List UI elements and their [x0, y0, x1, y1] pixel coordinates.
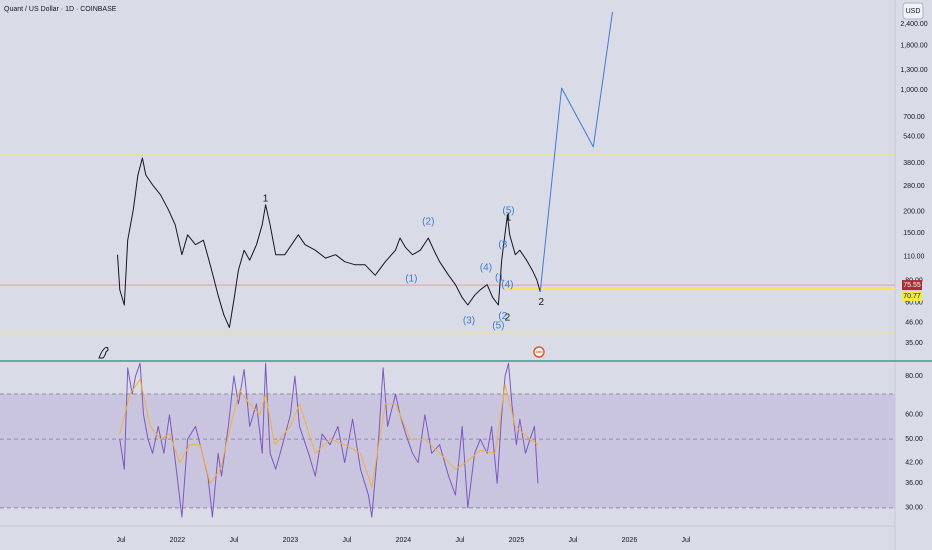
x-tick-label: Jul	[681, 537, 690, 544]
y-tick-label: 50.00	[905, 436, 923, 443]
pane	[0, 11, 895, 334]
wave-label: (1	[495, 273, 504, 284]
wave-label: (2	[498, 311, 507, 322]
wave-label: (4)	[501, 279, 513, 290]
y-tick-label: 1,000.00	[900, 87, 927, 94]
wave-label: 2	[505, 312, 511, 323]
wave-label: 1	[263, 194, 269, 205]
event-icon[interactable]	[533, 346, 545, 358]
logo	[98, 346, 109, 359]
x-tick-label: Jul	[455, 537, 464, 544]
x-tick-label: 2022	[170, 537, 186, 544]
wave-label: (2)	[422, 216, 434, 227]
price-label-box	[902, 291, 922, 302]
wave-label: (3)	[463, 316, 475, 327]
series-line	[119, 378, 539, 488]
y-tick-label: 1,300.00	[900, 67, 927, 74]
zone	[505, 287, 895, 291]
y-tick-label: 700.00	[903, 114, 925, 121]
price-label: 75.55	[903, 282, 921, 289]
x-tick-label: 2025	[509, 537, 525, 544]
y-tick-label: 36.00	[905, 480, 923, 487]
x-tick-label: Jul	[342, 537, 351, 544]
y-tick-label: 30.00	[905, 505, 923, 512]
price-label: 70.77	[903, 293, 921, 300]
wave-label: 1	[506, 213, 512, 224]
x-tick-label: 2026	[622, 537, 638, 544]
wave-label: (5)	[492, 321, 504, 332]
x-tick-label: Jul	[568, 537, 577, 544]
x-tick-label: Jul	[116, 537, 125, 544]
wave-label: (4)	[480, 262, 492, 273]
series-line	[539, 11, 613, 292]
wave-label: 2	[539, 297, 545, 308]
y-tick-label: 46.00	[905, 319, 923, 326]
y-tick-label: 280.00	[903, 183, 925, 190]
y-tick-label: 80.00	[905, 373, 923, 380]
chart-title: Quant / US Dollar · 1D · COINBASE	[4, 6, 117, 13]
y-tick-label: 150.00	[903, 230, 925, 237]
y-tick-label: 200.00	[903, 208, 925, 215]
y-tick-label: 60.00	[905, 299, 923, 306]
y-tick-label: 60.00	[905, 412, 923, 419]
series-line	[119, 362, 539, 518]
price-label-box	[902, 280, 922, 291]
y-tick-label: 380.00	[903, 160, 925, 167]
rsi-band	[0, 393, 895, 508]
y-tick-label: 2,400.00	[900, 21, 927, 28]
x-tick-label: 2023	[283, 537, 299, 544]
y-tick-label: 110.00	[904, 254, 925, 261]
y-tick-label: 540.00	[903, 133, 925, 140]
pane	[0, 362, 895, 518]
currency-button[interactable]	[902, 2, 924, 20]
currency-label[interactable]: USD	[906, 8, 921, 15]
wave-label: (5)	[502, 205, 514, 216]
x-tick-label: Jul	[229, 537, 238, 544]
x-tick-label: 2024	[396, 537, 412, 544]
wave-label: (1)	[405, 274, 417, 285]
y-tick-label: 35.00	[905, 340, 923, 347]
series-line	[117, 157, 541, 329]
y-tick-label: 42.00	[905, 459, 923, 466]
wave-label: (3	[498, 239, 507, 250]
y-tick-label: 1,800.00	[900, 43, 927, 50]
